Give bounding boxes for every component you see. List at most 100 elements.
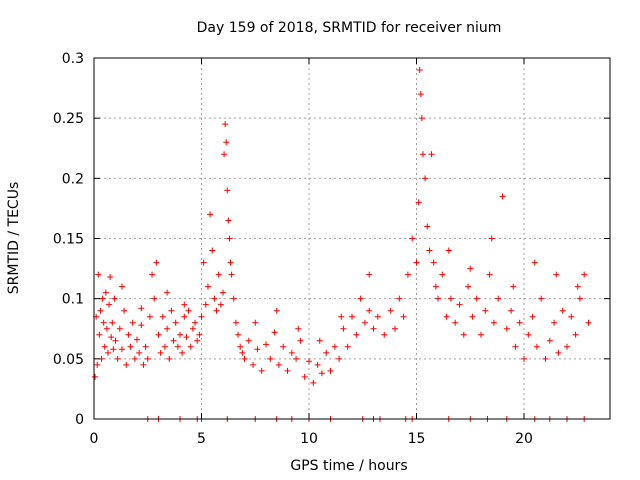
data-point — [374, 313, 381, 320]
data-point — [136, 349, 143, 356]
data-point — [400, 313, 407, 320]
data-point — [546, 337, 553, 344]
data-point — [106, 301, 113, 308]
data-point — [460, 331, 467, 338]
data-point — [576, 295, 583, 302]
x-tick-label: 5 — [197, 431, 206, 447]
y-tick-label: 0.2 — [62, 171, 84, 187]
data-point — [418, 115, 425, 122]
axis-ticks — [93, 57, 610, 420]
data-point — [100, 319, 107, 326]
data-point — [187, 343, 194, 350]
data-point — [267, 355, 274, 362]
data-point — [280, 343, 287, 350]
data-point — [366, 271, 373, 278]
data-point — [200, 259, 207, 266]
data-point — [432, 283, 439, 290]
data-point — [510, 283, 517, 290]
data-point — [181, 301, 188, 308]
data-point — [465, 283, 472, 290]
data-point — [149, 271, 156, 278]
data-point — [123, 361, 130, 368]
data-point — [456, 301, 463, 308]
data-point — [181, 313, 188, 320]
data-point — [95, 271, 102, 278]
data-points — [92, 67, 592, 422]
data-point — [209, 247, 216, 254]
data-point — [241, 355, 248, 362]
data-point — [271, 329, 278, 336]
data-point — [138, 322, 145, 329]
data-point — [357, 295, 364, 302]
data-point — [204, 283, 211, 290]
data-point — [585, 319, 592, 326]
data-point — [404, 271, 411, 278]
data-point — [413, 259, 420, 266]
data-point — [310, 379, 317, 386]
data-point — [490, 319, 497, 326]
data-point — [499, 193, 506, 200]
data-point — [447, 295, 454, 302]
data-point — [370, 325, 377, 332]
data-point — [202, 301, 209, 308]
data-point — [572, 331, 579, 338]
data-point — [192, 319, 199, 326]
data-point — [340, 325, 347, 332]
data-point — [525, 331, 532, 338]
data-point — [396, 295, 403, 302]
data-point — [521, 355, 527, 362]
data-point — [194, 337, 201, 344]
data-point — [564, 343, 570, 350]
x-axis-label: GPS time / hours — [290, 458, 407, 474]
data-point — [99, 295, 106, 302]
data-point — [118, 346, 125, 353]
grid-lines — [94, 58, 610, 419]
data-point — [581, 271, 588, 278]
data-point — [96, 331, 103, 338]
data-point — [439, 271, 446, 278]
data-point — [144, 355, 151, 362]
data-point — [531, 259, 538, 266]
data-point — [417, 91, 424, 98]
data-point — [222, 121, 229, 128]
data-point — [225, 217, 232, 224]
data-point — [254, 346, 261, 353]
data-point — [318, 370, 325, 377]
data-point — [381, 331, 388, 338]
data-point — [146, 313, 153, 320]
y-tick-label: 0.15 — [53, 232, 84, 248]
data-point — [168, 307, 175, 314]
data-point — [102, 289, 109, 296]
data-point — [116, 325, 123, 332]
data-point — [314, 361, 321, 368]
data-point — [157, 349, 164, 356]
data-point — [538, 295, 545, 302]
data-point — [177, 331, 183, 338]
data-point — [533, 343, 540, 350]
data-point — [134, 336, 140, 343]
data-point — [174, 343, 181, 350]
data-point — [416, 67, 423, 74]
x-tick-label: 15 — [408, 431, 426, 447]
data-point — [164, 325, 171, 332]
data-point — [316, 337, 323, 344]
data-point — [110, 346, 117, 353]
data-point — [258, 367, 265, 374]
y-tick-label: 0.3 — [62, 51, 84, 67]
data-point — [198, 313, 205, 320]
data-point — [151, 295, 158, 302]
data-point — [108, 334, 115, 341]
y-tick-label: 0.25 — [53, 111, 84, 127]
data-point — [179, 349, 186, 356]
x-tick-label: 20 — [515, 431, 533, 447]
data-point — [469, 313, 476, 320]
data-point — [118, 283, 125, 290]
data-point — [170, 337, 177, 344]
data-point — [232, 319, 239, 326]
data-point — [478, 331, 484, 338]
data-point — [215, 271, 222, 278]
y-tick-label: 0.1 — [62, 292, 84, 308]
data-point — [473, 295, 480, 302]
data-point — [529, 313, 536, 320]
